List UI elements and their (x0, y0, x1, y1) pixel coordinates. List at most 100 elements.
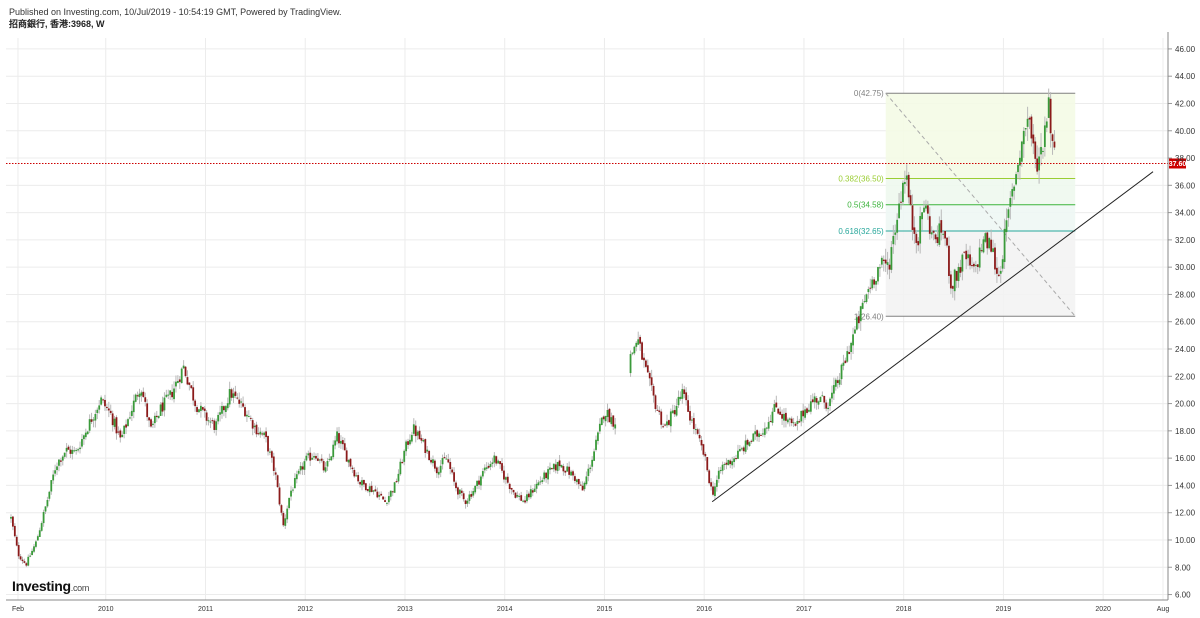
x-tick-label: 2018 (896, 606, 912, 613)
candle-body (783, 413, 785, 421)
candle-body (414, 425, 417, 437)
candle-body (967, 254, 970, 259)
candle-body (17, 545, 20, 557)
candle-body (194, 400, 197, 407)
candle-body (698, 434, 701, 439)
candle-body (84, 432, 87, 438)
candle-body (123, 425, 126, 434)
chart-header: Published on Investing.com, 10/Jul/2019 … (9, 6, 342, 30)
candle-body (240, 401, 243, 403)
candle-body (242, 403, 244, 407)
candle-body (75, 449, 78, 451)
candle-body (1042, 150, 1044, 152)
candle-body (67, 446, 70, 450)
candle-body (445, 458, 448, 460)
candle-body (182, 365, 185, 369)
candle-body (290, 490, 292, 497)
candle-body (35, 541, 37, 547)
candle-body (648, 372, 651, 379)
candle-body (568, 466, 571, 475)
candle-body (232, 393, 235, 398)
candle-body (447, 459, 450, 463)
candle-body (115, 417, 118, 434)
candle-body (176, 380, 179, 383)
candle-body (754, 431, 757, 435)
candle-body (175, 381, 177, 387)
candle-body (637, 339, 640, 345)
candle-body (746, 439, 749, 445)
candle-body (986, 232, 989, 249)
candle-body (92, 419, 95, 421)
candle-body (293, 478, 296, 489)
y-axis[interactable]: 6.00 8.00 10.00 12.00 14.00 16.00 18.00 20.00 22… (1167, 32, 1196, 600)
candle-body (756, 430, 759, 437)
candle-body (140, 392, 143, 396)
candle-body (322, 461, 325, 471)
y-tick-label: 30.00 (1175, 263, 1196, 272)
candle-body (19, 556, 22, 560)
candle-body (407, 441, 409, 445)
candle-body (52, 474, 55, 481)
candle-body (73, 450, 76, 452)
candle-body (63, 452, 66, 457)
candle-body (685, 392, 688, 401)
x-tick-label: 2012 (297, 606, 313, 613)
candle-body (550, 468, 553, 470)
candle-body (263, 432, 266, 436)
candle-body (677, 396, 680, 406)
candle-body (326, 461, 329, 467)
y-tick-label: 40.00 (1175, 127, 1196, 136)
candle-body (435, 467, 438, 474)
candle-body (712, 486, 714, 495)
candle-body (338, 433, 340, 444)
candle-body (700, 439, 703, 446)
candle-body (152, 423, 154, 425)
candle-body (524, 500, 526, 503)
candle-body (888, 264, 891, 270)
candle-body (29, 555, 32, 557)
fibonacci-retracement[interactable]: 0(42.75) 0.382(36.50) 0.5(34.58) 0.618(32.6… (838, 89, 1076, 321)
candle-body (744, 440, 747, 452)
x-tick-label: 2015 (597, 606, 613, 613)
candle-body (405, 441, 408, 452)
candle-body (171, 391, 174, 398)
candle-body (1043, 125, 1046, 147)
x-axis[interactable]: Feb 2010 2011 2012 2013 2014 2015 2016 2017 2018 2… (6, 599, 1169, 613)
candle-body (109, 410, 112, 414)
candle-body (817, 401, 820, 405)
x-tick-label: 2014 (497, 606, 513, 613)
candle-body (961, 254, 964, 272)
candle-body (1026, 118, 1029, 127)
candle-body (409, 439, 411, 445)
candle-body (832, 385, 835, 394)
candle-body (917, 241, 920, 246)
trend-line[interactable] (711, 171, 1154, 503)
candle-body (702, 444, 705, 455)
candle-body (451, 469, 454, 473)
candle-body (731, 461, 734, 466)
candle-body (880, 257, 883, 265)
candle-body (742, 447, 745, 452)
candle-body (769, 421, 772, 423)
candle-body (974, 264, 977, 266)
candle-body (105, 406, 108, 408)
candle-body (859, 306, 862, 322)
x-tick-label: 2020 (1095, 606, 1111, 613)
candle-body (100, 397, 103, 405)
candle-body (224, 406, 227, 412)
fib-band (885, 204, 1076, 232)
candle-body (372, 490, 375, 492)
candle-body (919, 216, 922, 244)
candle-body (391, 491, 394, 493)
candle-body (673, 410, 676, 415)
candle-body (903, 182, 906, 185)
candle-body (763, 428, 766, 435)
fib-level-label: 0.382(36.50) (838, 175, 884, 184)
candle-body (969, 254, 971, 266)
y-tick-label: 10.00 (1175, 536, 1196, 545)
candle-body (610, 417, 613, 425)
candle-body (543, 472, 546, 480)
candle-body (900, 201, 902, 203)
candle-body (46, 500, 49, 507)
